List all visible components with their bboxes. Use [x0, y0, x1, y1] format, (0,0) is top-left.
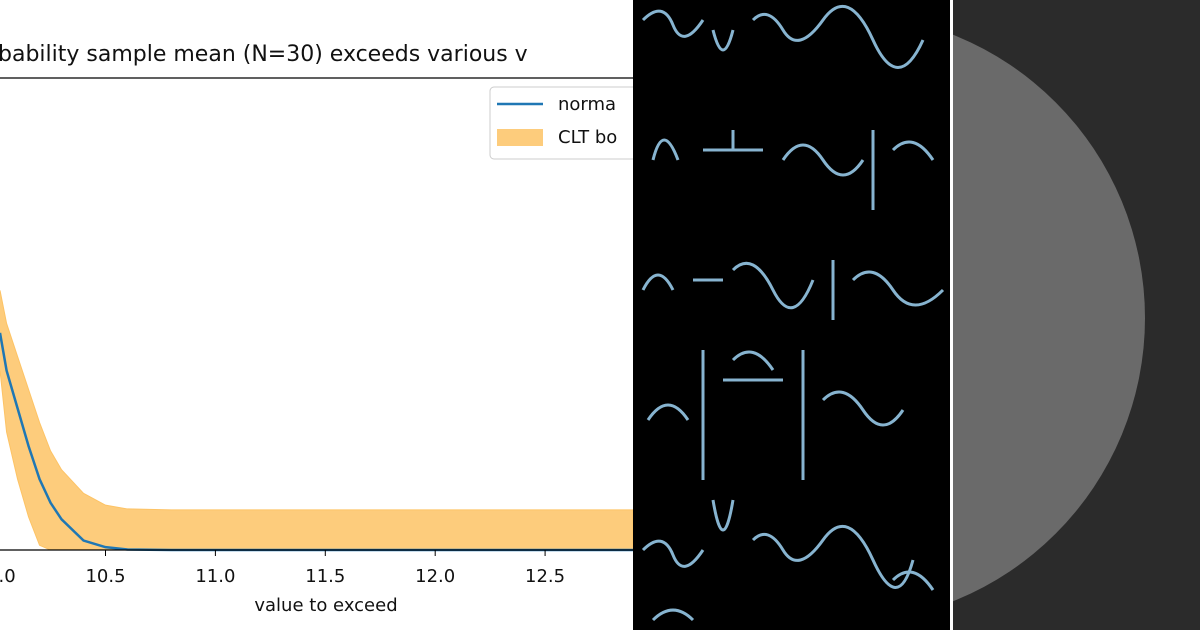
legend-swatch: [497, 129, 543, 146]
legend-label: CLT bo: [558, 127, 617, 148]
x-axis-label: value to exceed: [254, 595, 397, 616]
band: [0, 290, 633, 551]
x-tick-label: 11.0: [195, 566, 235, 587]
formula-strokes: [641, 4, 945, 622]
chart-title: bability sample mean (N=30) exceeds vari…: [0, 42, 528, 67]
blackboard: [633, 0, 950, 630]
legend-label: norma: [558, 94, 616, 115]
divider: [950, 0, 953, 630]
x-tick-label: 11.5: [305, 566, 345, 587]
x-tick-label: 10.0: [0, 566, 16, 587]
legend: norma CLT bo: [489, 86, 633, 160]
chart: bability sample mean (N=30) exceeds vari…: [0, 42, 633, 616]
x-tick-label: 12.5: [525, 566, 565, 587]
circle: [950, 33, 1145, 603]
blackboard-image: [633, 0, 950, 630]
x-tick-label: 12.0: [415, 566, 455, 587]
x-tick-label: 10.5: [85, 566, 125, 587]
decor-panel: [950, 0, 1200, 630]
